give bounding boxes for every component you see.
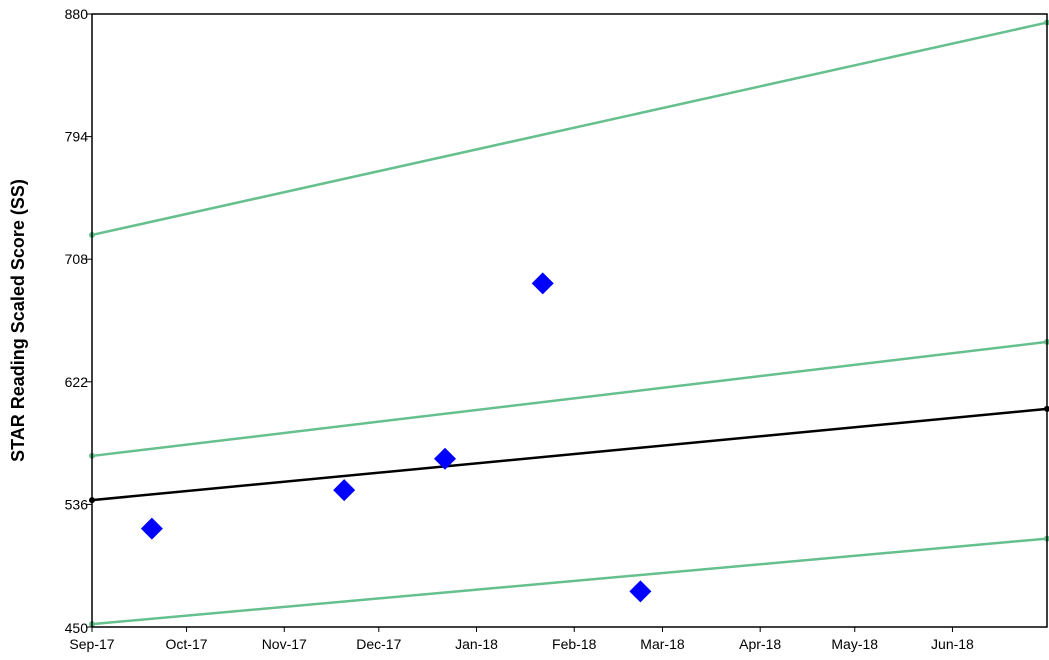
trend-line-2 xyxy=(91,340,1048,458)
score-point-4 xyxy=(531,272,554,295)
goal-line xyxy=(91,407,1048,502)
line-layer xyxy=(89,19,1049,628)
x-tick-label: May-18 xyxy=(831,636,878,652)
x-tick-label: Dec-17 xyxy=(356,636,401,652)
x-tick-label: Feb-18 xyxy=(552,636,597,652)
x-tick-label: Jun-18 xyxy=(931,636,974,652)
x-tick-label: Apr-18 xyxy=(739,636,781,652)
x-tick-label: Nov-17 xyxy=(262,636,307,652)
labels-layer: 450 536 622 708 794 880 Sep-17 Oct-17 Nov-17 Dec-… xyxy=(8,6,974,652)
axes-layer xyxy=(86,13,1048,632)
plot-frame xyxy=(91,13,1048,628)
score-point-1 xyxy=(140,517,163,540)
y-tick-label: 450 xyxy=(65,620,89,636)
y-tick-label: 622 xyxy=(65,374,89,390)
x-tick-label: Sep-17 xyxy=(69,636,114,652)
score-point-5 xyxy=(629,580,652,603)
points-layer xyxy=(140,272,652,603)
y-tick-label: 794 xyxy=(65,129,89,145)
score-point-2 xyxy=(333,479,356,502)
y-tick-label: 880 xyxy=(65,6,89,22)
x-tick-label: Oct-17 xyxy=(166,636,208,652)
y-axis-title: STAR Reading Scaled Score (SS) xyxy=(8,179,28,462)
x-tick-label: Jan-18 xyxy=(455,636,498,652)
trend-line-1 xyxy=(91,21,1048,237)
score-point-3 xyxy=(434,447,457,470)
y-tick-label: 536 xyxy=(65,496,89,512)
trend-line-3 xyxy=(91,537,1048,626)
x-tick-label: Mar-18 xyxy=(640,636,685,652)
y-tick-label: 708 xyxy=(65,251,89,267)
